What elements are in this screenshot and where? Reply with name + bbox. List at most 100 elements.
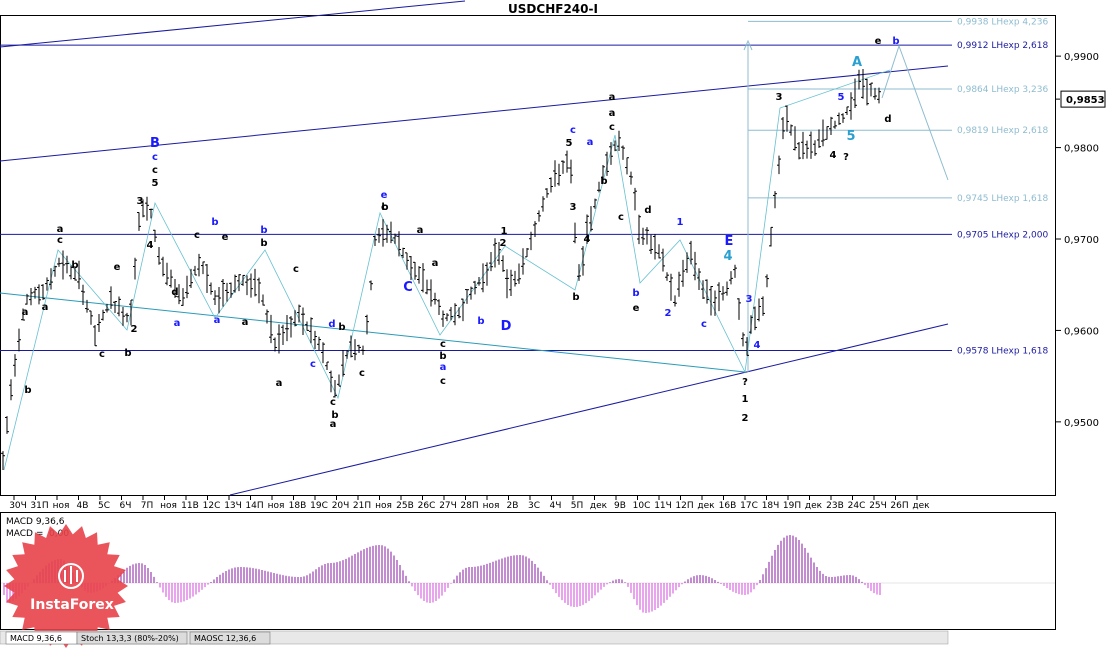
wave-label: c xyxy=(359,368,365,379)
wave-label: 3 xyxy=(776,92,783,103)
x-tick-label: 17С xyxy=(740,501,758,511)
wave-label: 4 xyxy=(584,234,591,245)
wave-label: e xyxy=(222,232,229,243)
x-tick-label: 18В xyxy=(289,501,307,511)
wave-label: a xyxy=(276,378,283,389)
wave-label: c xyxy=(194,230,200,241)
wave-label: d xyxy=(171,287,178,298)
x-tick-label: 21П xyxy=(353,501,371,511)
wave-label: 1 xyxy=(677,217,684,228)
indicator-tab xyxy=(76,631,188,645)
wave-label: ? xyxy=(742,377,748,388)
wave-label: 2 xyxy=(500,238,507,249)
wave-label: b xyxy=(211,217,218,228)
wave-label: 5 xyxy=(152,178,159,189)
wave-label: 4 xyxy=(830,150,837,161)
wave-label: 5 xyxy=(846,129,855,144)
wave-label: 3 xyxy=(570,202,577,213)
x-tick-label: 13Ч xyxy=(224,501,242,511)
wave-label: 5 xyxy=(566,138,573,149)
wave-label: a xyxy=(587,137,594,148)
wave-label: 2 xyxy=(742,413,749,424)
x-tick-label: 16В xyxy=(719,501,737,511)
x-tick-label: ноя xyxy=(53,501,70,511)
wave-label: 3 xyxy=(746,294,753,305)
y-tick-label: 0,9800 xyxy=(1064,144,1099,155)
wave-label: c xyxy=(618,212,624,223)
x-tick-label: 27Ч xyxy=(439,501,457,511)
wave-label: b xyxy=(331,410,338,421)
wave-baseline-line xyxy=(0,292,746,373)
x-tick-label: ноя xyxy=(375,501,392,511)
wave-label: e xyxy=(633,303,640,314)
wave-label: e xyxy=(381,190,388,201)
indicator-tab-label: MAOSC 12,36,6 xyxy=(194,634,256,643)
x-tick-label: 19П xyxy=(783,501,801,511)
x-tick-label: 3С xyxy=(528,501,540,511)
wave-label: c xyxy=(293,264,299,275)
wave-label: a xyxy=(440,362,447,373)
wave-label: b xyxy=(124,348,131,359)
x-tick-label: 11В xyxy=(181,501,199,511)
wave-label: a xyxy=(57,224,64,235)
wave-label: 1 xyxy=(742,394,749,405)
price-panel-frame xyxy=(0,15,1056,496)
x-tick-label: 30Ч xyxy=(9,501,27,511)
fib-level-label: 0,9705 LHexp 2,000 xyxy=(957,230,1048,240)
wave-label: d xyxy=(884,114,891,125)
y-tick-label: 0,9500 xyxy=(1064,418,1099,429)
wave-label: a xyxy=(417,225,424,236)
x-tick-label: дек xyxy=(912,501,930,511)
wave-label: a xyxy=(609,92,616,103)
watermark-logo-icon xyxy=(64,566,78,584)
wave-label: a xyxy=(22,307,29,318)
wave-label: C xyxy=(403,280,413,295)
x-tick-label: ноя xyxy=(483,501,500,511)
wave-label: c xyxy=(99,349,105,360)
wave-label: e xyxy=(875,36,882,47)
fib-level-label: 0,9864 LHexp 3,236 xyxy=(957,85,1048,95)
wave-label: a xyxy=(174,318,181,329)
y-tick-label: 0,9600 xyxy=(1064,326,1099,337)
wave-label: ? xyxy=(843,152,849,163)
wave-label: 2 xyxy=(665,308,672,319)
x-tick-label: 7П xyxy=(141,501,154,511)
wave-zigzag-line xyxy=(3,69,891,471)
x-tick-label: 5П xyxy=(571,501,584,511)
x-tick-label: ноя xyxy=(160,501,177,511)
x-tick-label: 28П xyxy=(460,501,478,511)
wave-label: E xyxy=(725,234,734,249)
macd-panel-frame xyxy=(0,512,1056,630)
x-tick-label: 18Ч xyxy=(762,501,780,511)
x-tick-label: 12С xyxy=(203,501,221,511)
wave-label: b xyxy=(381,202,388,213)
indicator-tab-label: MACD 9,36,6 xyxy=(10,634,62,643)
x-tick-label: 12П xyxy=(675,501,693,511)
fib-level-label: 0,9912 LHexp 2,618 xyxy=(957,41,1048,51)
x-tick-label: 4В xyxy=(77,501,89,511)
wave-label: 3 xyxy=(137,196,144,207)
x-tick-label: 14П xyxy=(245,501,263,511)
projection-arrow xyxy=(743,39,753,51)
chart-title: USDCHF240-I xyxy=(508,2,598,16)
x-tick-label: 31П xyxy=(30,501,48,511)
projection-forecast-path xyxy=(881,44,949,181)
channel-top-line xyxy=(0,0,466,48)
x-tick-label: ноя xyxy=(268,501,285,511)
macd-title: MACD 9,36,6 xyxy=(6,517,65,527)
current-price-label: 0,9853 xyxy=(1066,95,1105,106)
indicator-tab xyxy=(189,631,271,645)
fib-level-label: 0,9819 LHexp 2,618 xyxy=(957,126,1048,136)
wave-label: 2 xyxy=(131,324,138,335)
x-tick-label: 6Ч xyxy=(120,501,132,511)
macd-value: 0,00 xyxy=(49,529,69,539)
channel-upper-line xyxy=(0,65,949,162)
x-tick-label: 23В xyxy=(826,501,844,511)
wave-label: c xyxy=(330,397,336,408)
wave-label: 1 xyxy=(501,226,508,237)
wave-label: a xyxy=(609,108,616,119)
wave-label: c xyxy=(152,152,158,163)
x-tick-label: дек xyxy=(590,501,608,511)
wave-label: c xyxy=(609,122,615,133)
